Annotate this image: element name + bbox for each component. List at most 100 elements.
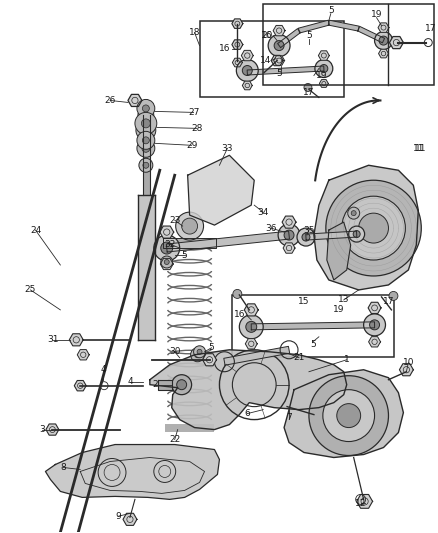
Circle shape: [136, 120, 156, 140]
Circle shape: [323, 390, 374, 441]
Circle shape: [278, 224, 300, 246]
Text: 24: 24: [30, 225, 41, 235]
Text: 35: 35: [303, 225, 314, 235]
Polygon shape: [251, 322, 374, 330]
Text: 26: 26: [104, 96, 116, 105]
Text: 28: 28: [191, 124, 202, 133]
Text: 11: 11: [413, 144, 424, 153]
Polygon shape: [283, 243, 295, 253]
Circle shape: [135, 112, 157, 134]
Text: 29: 29: [186, 141, 197, 150]
Polygon shape: [319, 79, 328, 87]
Bar: [200, 21, 344, 98]
Circle shape: [284, 230, 294, 240]
Polygon shape: [357, 26, 385, 43]
Circle shape: [364, 314, 385, 336]
Text: 19: 19: [333, 305, 345, 314]
Text: 21: 21: [293, 353, 305, 362]
Text: 5: 5: [208, 343, 214, 352]
Text: 16: 16: [219, 44, 230, 53]
Polygon shape: [271, 55, 283, 66]
Polygon shape: [232, 19, 243, 28]
Polygon shape: [163, 238, 216, 248]
Text: 36: 36: [265, 224, 277, 232]
Polygon shape: [369, 337, 381, 347]
Polygon shape: [233, 58, 242, 67]
Circle shape: [142, 105, 149, 112]
Text: 17: 17: [383, 297, 394, 306]
Text: 10: 10: [403, 358, 414, 367]
Text: 4: 4: [100, 365, 106, 374]
Polygon shape: [368, 302, 381, 313]
Bar: [263, 4, 434, 85]
Polygon shape: [158, 379, 172, 390]
Circle shape: [143, 112, 149, 118]
Circle shape: [315, 60, 333, 77]
Polygon shape: [284, 370, 403, 457]
Circle shape: [182, 218, 198, 234]
Polygon shape: [202, 354, 216, 366]
Circle shape: [161, 242, 173, 254]
Text: 15: 15: [298, 297, 310, 306]
Text: 17: 17: [303, 88, 314, 97]
Text: 33: 33: [222, 144, 233, 153]
Circle shape: [337, 403, 360, 427]
Polygon shape: [389, 37, 403, 49]
Circle shape: [351, 211, 356, 216]
Circle shape: [309, 376, 389, 456]
Circle shape: [348, 207, 360, 219]
Polygon shape: [378, 23, 389, 33]
Polygon shape: [138, 195, 155, 340]
Text: 22: 22: [169, 435, 180, 444]
Circle shape: [142, 137, 149, 144]
Circle shape: [239, 315, 263, 339]
Polygon shape: [77, 350, 89, 360]
Text: 16: 16: [261, 31, 273, 40]
Text: 20: 20: [261, 31, 273, 40]
Polygon shape: [278, 29, 300, 47]
Circle shape: [191, 348, 205, 362]
Polygon shape: [247, 66, 324, 75]
Circle shape: [302, 233, 310, 241]
Text: 7: 7: [286, 413, 292, 422]
Circle shape: [274, 41, 284, 51]
Circle shape: [143, 162, 149, 168]
Polygon shape: [357, 495, 373, 508]
Text: 25: 25: [25, 286, 36, 294]
Polygon shape: [224, 346, 290, 365]
Polygon shape: [128, 94, 142, 107]
Text: 9: 9: [115, 512, 121, 521]
Polygon shape: [165, 424, 215, 432]
Circle shape: [142, 144, 150, 152]
Circle shape: [139, 158, 153, 172]
Text: 3: 3: [39, 425, 45, 434]
Text: 17: 17: [424, 24, 436, 33]
Text: 19: 19: [371, 10, 382, 19]
Circle shape: [164, 260, 169, 264]
Circle shape: [246, 321, 257, 333]
Polygon shape: [327, 222, 351, 280]
Circle shape: [172, 375, 191, 394]
Circle shape: [349, 226, 364, 242]
Circle shape: [304, 84, 312, 92]
Circle shape: [297, 228, 315, 246]
Text: 5: 5: [310, 340, 316, 349]
Polygon shape: [160, 226, 174, 238]
Circle shape: [233, 289, 242, 298]
Polygon shape: [123, 513, 137, 526]
Circle shape: [379, 36, 388, 45]
Text: 5: 5: [306, 31, 312, 40]
Polygon shape: [328, 20, 359, 31]
Circle shape: [177, 379, 187, 390]
Polygon shape: [69, 334, 83, 346]
Circle shape: [137, 131, 155, 149]
Circle shape: [326, 180, 421, 276]
Polygon shape: [318, 51, 329, 60]
Polygon shape: [298, 20, 329, 33]
Circle shape: [342, 196, 406, 260]
Circle shape: [176, 212, 204, 240]
Circle shape: [374, 31, 392, 50]
Text: 19: 19: [316, 71, 328, 80]
Text: 30: 30: [169, 348, 180, 356]
Text: 16: 16: [233, 310, 245, 319]
